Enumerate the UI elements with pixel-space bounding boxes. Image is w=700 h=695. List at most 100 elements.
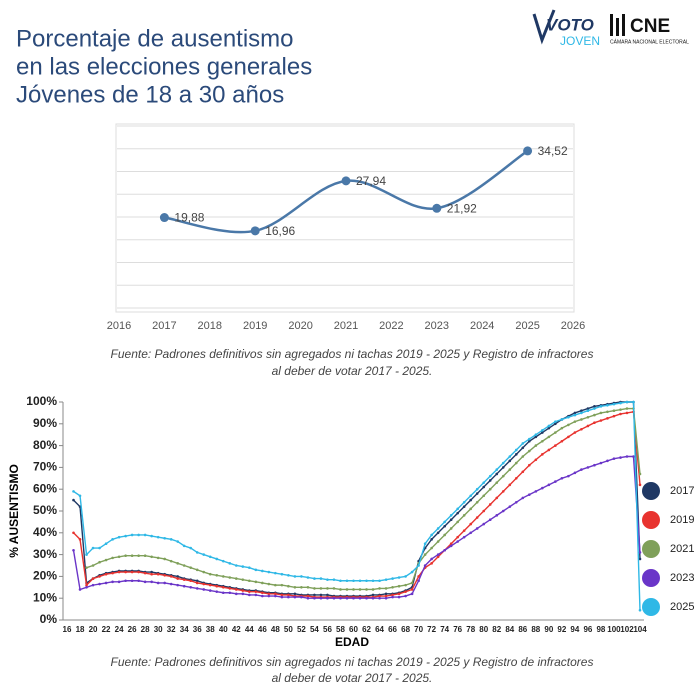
point (541, 431, 544, 434)
y-tick-label: 20% (33, 569, 57, 583)
point (274, 583, 277, 587)
point (541, 439, 544, 443)
point (221, 591, 225, 595)
point (541, 429, 544, 432)
point (195, 587, 199, 590)
point (117, 535, 121, 539)
point (586, 424, 590, 428)
point (195, 581, 199, 585)
x-tick-label: 28 (141, 625, 150, 634)
point (300, 595, 303, 599)
point (443, 524, 446, 528)
logo-text: CNE (630, 16, 670, 37)
legend-label: 2021 (670, 543, 694, 555)
x-tick-label: 56 (323, 625, 332, 634)
value-label: 16,96 (265, 224, 295, 238)
point (554, 422, 557, 426)
point (137, 570, 140, 574)
point (469, 498, 473, 502)
point (436, 540, 440, 543)
point (495, 472, 499, 476)
x-tick-label: 32 (167, 625, 176, 634)
point (514, 500, 518, 504)
point (371, 588, 375, 591)
point (430, 562, 433, 565)
point (358, 588, 362, 591)
legend-swatch (642, 569, 660, 587)
point (189, 579, 193, 583)
point (202, 553, 206, 556)
point (358, 579, 362, 583)
point (432, 203, 442, 213)
point (501, 474, 505, 478)
x-tick-label: 30 (154, 625, 163, 634)
point (547, 483, 551, 487)
point (443, 533, 446, 537)
point (384, 594, 388, 598)
y-tick-label: 90% (33, 416, 57, 430)
point (586, 415, 590, 419)
point (573, 413, 577, 417)
point (72, 490, 75, 493)
point (176, 562, 179, 565)
x-tick-label: 52 (297, 625, 306, 634)
point (91, 546, 95, 550)
point (104, 572, 108, 576)
y-tick-label: 80% (33, 438, 57, 452)
point (117, 580, 121, 584)
point (456, 535, 459, 539)
point (156, 556, 160, 560)
point (137, 579, 140, 583)
y-tick-label: 10% (33, 590, 57, 604)
point (72, 531, 75, 535)
point (475, 527, 479, 530)
title-line: Porcentaje de ausentismo (16, 25, 294, 52)
point (541, 453, 544, 456)
point (404, 594, 407, 598)
point (254, 593, 258, 597)
point (124, 534, 127, 538)
x-tick-label: 82 (492, 625, 501, 634)
point (619, 408, 622, 411)
point (534, 458, 538, 462)
point (410, 588, 414, 591)
x-tick-label: 2016 (107, 320, 131, 332)
point (267, 570, 271, 574)
point (625, 407, 629, 410)
point (143, 533, 147, 537)
point (528, 493, 531, 496)
point (599, 405, 603, 408)
x-tick-label: 18 (76, 625, 85, 634)
point (391, 577, 394, 580)
point (254, 568, 258, 572)
point (482, 509, 486, 513)
point (397, 584, 401, 588)
x-tick-label: 2023 (425, 320, 449, 332)
x-tick-label: 48 (271, 625, 280, 634)
value-label: 34,52 (538, 144, 568, 158)
point (306, 586, 310, 589)
point (221, 575, 225, 578)
point (482, 494, 486, 498)
point (488, 503, 492, 506)
logo-text: VOTO (546, 15, 594, 34)
point (143, 571, 147, 575)
point (150, 570, 153, 574)
point (580, 411, 583, 415)
point (593, 421, 596, 425)
point (508, 459, 512, 463)
point (547, 426, 551, 430)
x-axis-title: EDAD (335, 635, 369, 649)
point (482, 522, 486, 526)
point (345, 588, 349, 591)
point (326, 596, 329, 600)
point (176, 540, 179, 543)
point (287, 584, 290, 588)
x-tick-label: 36 (193, 625, 202, 634)
x-tick-label: 38 (206, 625, 215, 634)
point (72, 498, 75, 502)
point (332, 596, 336, 600)
point (495, 468, 499, 471)
point (176, 583, 179, 587)
point (625, 411, 629, 415)
